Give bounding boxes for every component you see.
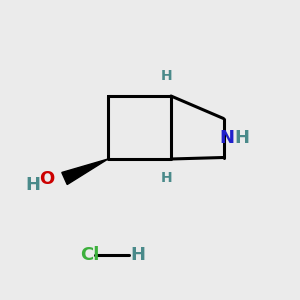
Text: H: H — [234, 129, 249, 147]
Text: N: N — [219, 129, 234, 147]
Text: H: H — [161, 70, 172, 83]
Text: O: O — [39, 169, 54, 188]
Text: Cl: Cl — [80, 246, 100, 264]
Text: H: H — [25, 176, 40, 194]
Polygon shape — [62, 159, 108, 184]
Text: H: H — [161, 172, 172, 185]
Text: H: H — [130, 246, 146, 264]
